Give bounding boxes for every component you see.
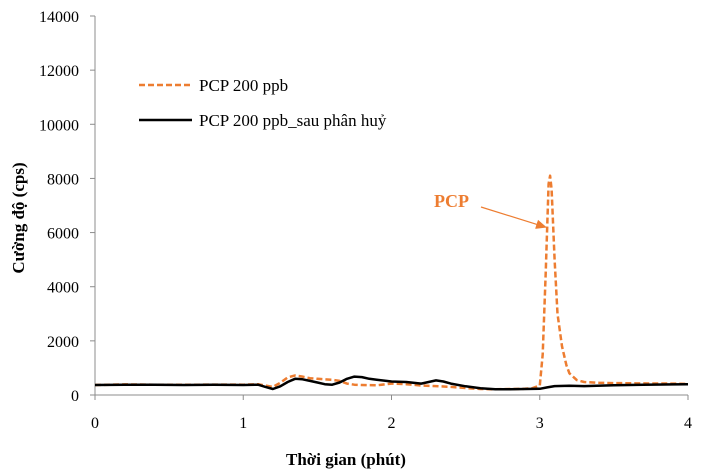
x-tick-label: 0 <box>91 415 99 432</box>
y-axis-title: Cường độ (cps) <box>9 162 28 273</box>
x-tick-label: 3 <box>536 415 544 432</box>
y-tick-label: 2000 <box>47 334 79 351</box>
x-tick-label: 2 <box>388 415 396 432</box>
annotation-arrow-1 <box>480 206 547 229</box>
y-tick-label: 10000 <box>39 117 79 134</box>
series-line-1 <box>94 174 689 391</box>
y-tick-label: 8000 <box>47 171 79 188</box>
x-tick-label: 4 <box>684 415 692 432</box>
annotation-layer: PCP <box>434 191 547 229</box>
annotation-label-1: PCP <box>434 191 469 211</box>
x-axis-title: Thời gian (phút) <box>286 450 406 469</box>
x-tick-label: 1 <box>239 415 247 432</box>
axes: 0 2000 4000 6000 8000 10000 12000 14000 0 1 2 3 4 <box>39 9 692 432</box>
legend-label-1: PCP 200 ppb <box>199 76 288 95</box>
series-line-2 <box>94 375 689 391</box>
y-tick-label: 0 <box>71 388 79 405</box>
legend: PCP 200 ppb PCP 200 ppb_sau phân huỷ <box>139 76 387 130</box>
y-tick-label: 4000 <box>47 280 79 297</box>
y-tick-label: 14000 <box>39 9 79 26</box>
legend-label-2: PCP 200 ppb_sau phân huỷ <box>199 111 387 130</box>
series-layer <box>94 174 689 391</box>
y-tick-label: 12000 <box>39 63 79 80</box>
y-tick-label: 6000 <box>47 226 79 243</box>
